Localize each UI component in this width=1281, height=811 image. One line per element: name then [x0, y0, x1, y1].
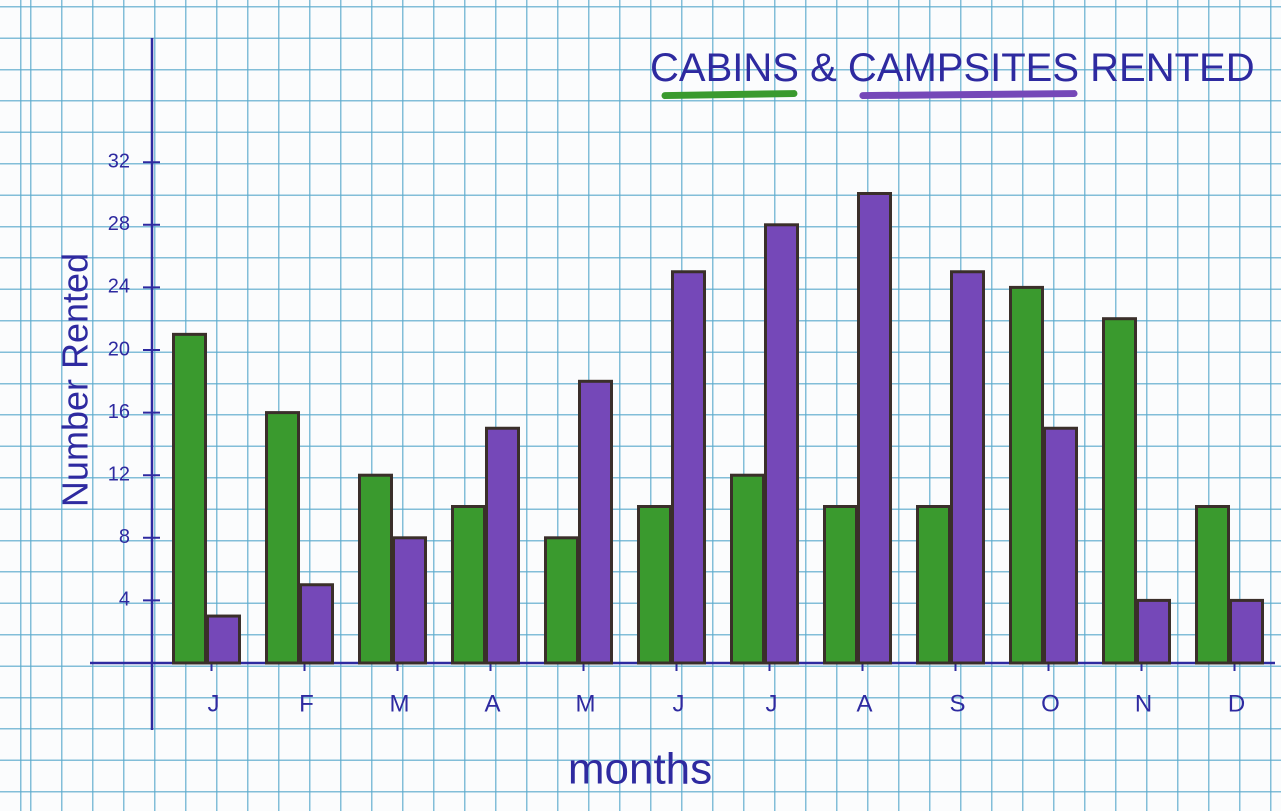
x-axis-label: months	[568, 745, 712, 794]
x-tick-label: O	[1041, 690, 1060, 717]
y-tick-label: 28	[108, 213, 130, 235]
bar	[358, 473, 393, 665]
title-part: &	[810, 46, 837, 90]
bar	[392, 536, 427, 665]
legend-label: CABINS	[650, 46, 799, 90]
bar	[451, 505, 486, 665]
legend-swatch	[661, 90, 798, 100]
bar	[823, 505, 858, 665]
bar	[1136, 598, 1171, 665]
y-tick-label: 8	[119, 526, 130, 548]
bar	[172, 332, 207, 665]
y-tick-label: 4	[119, 589, 130, 611]
y-tick-label: 12	[108, 463, 130, 485]
x-tick-label: N	[1135, 690, 1152, 717]
x-tick-label: A	[856, 690, 872, 717]
bar	[1195, 505, 1230, 665]
bar	[299, 583, 334, 665]
bar	[544, 536, 579, 665]
legend-swatch	[859, 90, 1078, 100]
x-tick-label: A	[484, 690, 500, 717]
x-tick-label: J	[766, 690, 778, 717]
bar	[857, 192, 892, 665]
legend-label: CAMPSITES	[848, 46, 1079, 90]
x-tick-label: J	[208, 690, 220, 717]
x-tick-label: D	[1228, 690, 1245, 717]
x-tick-label: S	[949, 690, 965, 717]
x-tick-label: M	[390, 690, 410, 717]
bar	[206, 614, 241, 665]
title-part: RENTED	[1090, 46, 1254, 90]
y-tick-label: 16	[108, 401, 130, 423]
bar	[1043, 426, 1078, 665]
x-tick-label: M	[576, 690, 596, 717]
x-tick-label: F	[299, 690, 314, 717]
bar	[730, 473, 765, 665]
bar	[637, 505, 672, 665]
bar	[950, 270, 985, 665]
bar	[1102, 317, 1137, 665]
bar	[265, 411, 300, 665]
bar	[671, 270, 706, 665]
bar	[1009, 285, 1044, 665]
bar	[764, 223, 799, 665]
y-tick-label: 32	[108, 150, 130, 172]
bar	[485, 426, 520, 665]
x-tick-label: J	[673, 690, 685, 717]
bar	[916, 505, 951, 665]
y-axis-label: Number Rented	[55, 253, 96, 507]
bar	[1229, 598, 1264, 665]
chart-title: CABINS & CAMPSITES RENTED	[650, 46, 1255, 90]
y-tick-label: 24	[108, 276, 130, 298]
bar	[578, 379, 613, 665]
y-tick-label: 20	[108, 338, 130, 360]
